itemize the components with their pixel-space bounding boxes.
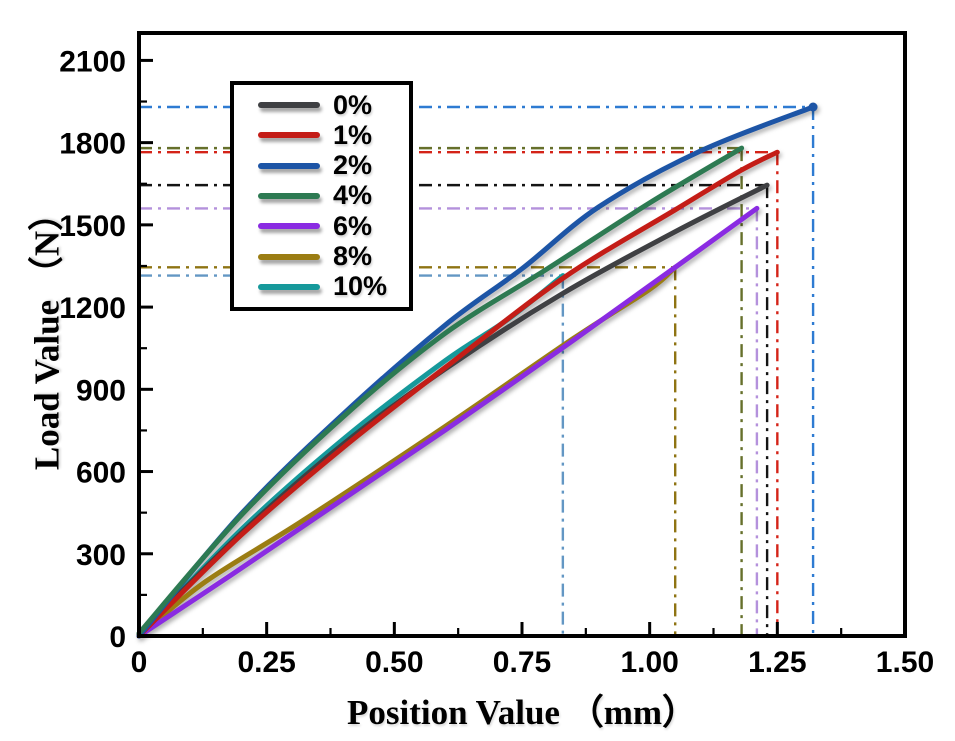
legend-item: 6% (258, 210, 409, 241)
legend-label-10pct: 10% (333, 271, 388, 302)
tick-labels: 0 300 600 900 1200 1500 1800 2100 0 0.25 0.50 0.75 1… (59, 45, 934, 679)
legend-label-0pct: 0% (333, 89, 373, 120)
y-tick-label: 1500 (59, 210, 126, 243)
legend-swatch-1pct (258, 132, 320, 139)
curve-6% (136, 205, 760, 639)
legend-swatch-0pct (258, 102, 320, 109)
legend-item: 4% (258, 182, 409, 209)
x-tick-label: 1.00 (620, 646, 678, 679)
legend-item: 0% (258, 89, 409, 120)
curve-1% (136, 149, 780, 639)
x-tick-label: 0 (131, 646, 148, 679)
legend-item: 1% (258, 119, 409, 150)
legend-label-4pct: 4% (333, 180, 373, 211)
curve-8% (136, 264, 678, 639)
legend-swatch-6pct (258, 223, 320, 230)
y-tick-label: 900 (76, 374, 126, 407)
legend-item: 8% (258, 243, 409, 270)
axes (137, 31, 907, 638)
y-tick-label: 0 (109, 621, 126, 654)
legend-box: 0% 1% 2% 4% 6% 8% 10% (230, 81, 413, 311)
y-tick-label: 1200 (59, 292, 126, 325)
y-tick-label: 600 (76, 457, 126, 490)
x-tick-label: 1.25 (748, 646, 806, 679)
curve-4% (136, 145, 745, 636)
legend-label-1pct: 1% (333, 119, 373, 150)
legend-swatch-10pct (258, 283, 320, 290)
legend-label-2pct: 2% (333, 150, 373, 181)
x-tick-label: 0.25 (237, 646, 295, 679)
data-curves (136, 102, 818, 639)
x-axis-title: Position Value （mm） (346, 693, 698, 732)
y-tick-label: 1800 (59, 128, 126, 161)
legend-swatch-4pct (258, 192, 320, 199)
legend-item: 2% (258, 152, 409, 179)
y-tick-label: 300 (76, 539, 126, 572)
legend-item: 10% (258, 273, 409, 300)
x-tick-label: 1.50 (876, 646, 934, 679)
x-tick-label: 0.50 (365, 646, 423, 679)
y-tick-label: 2100 (59, 45, 126, 78)
legend-swatch-8pct (258, 253, 320, 260)
y-axis-title: Load Value （N） (27, 195, 67, 471)
curve-end-dot-2% (808, 102, 818, 112)
x-tick-label: 0.75 (493, 646, 551, 679)
legend-label-8pct: 8% (333, 241, 373, 272)
failure-guide-lines (139, 105, 815, 636)
legend-label-6pct: 6% (333, 210, 373, 241)
legend-swatch-2pct (258, 162, 320, 169)
